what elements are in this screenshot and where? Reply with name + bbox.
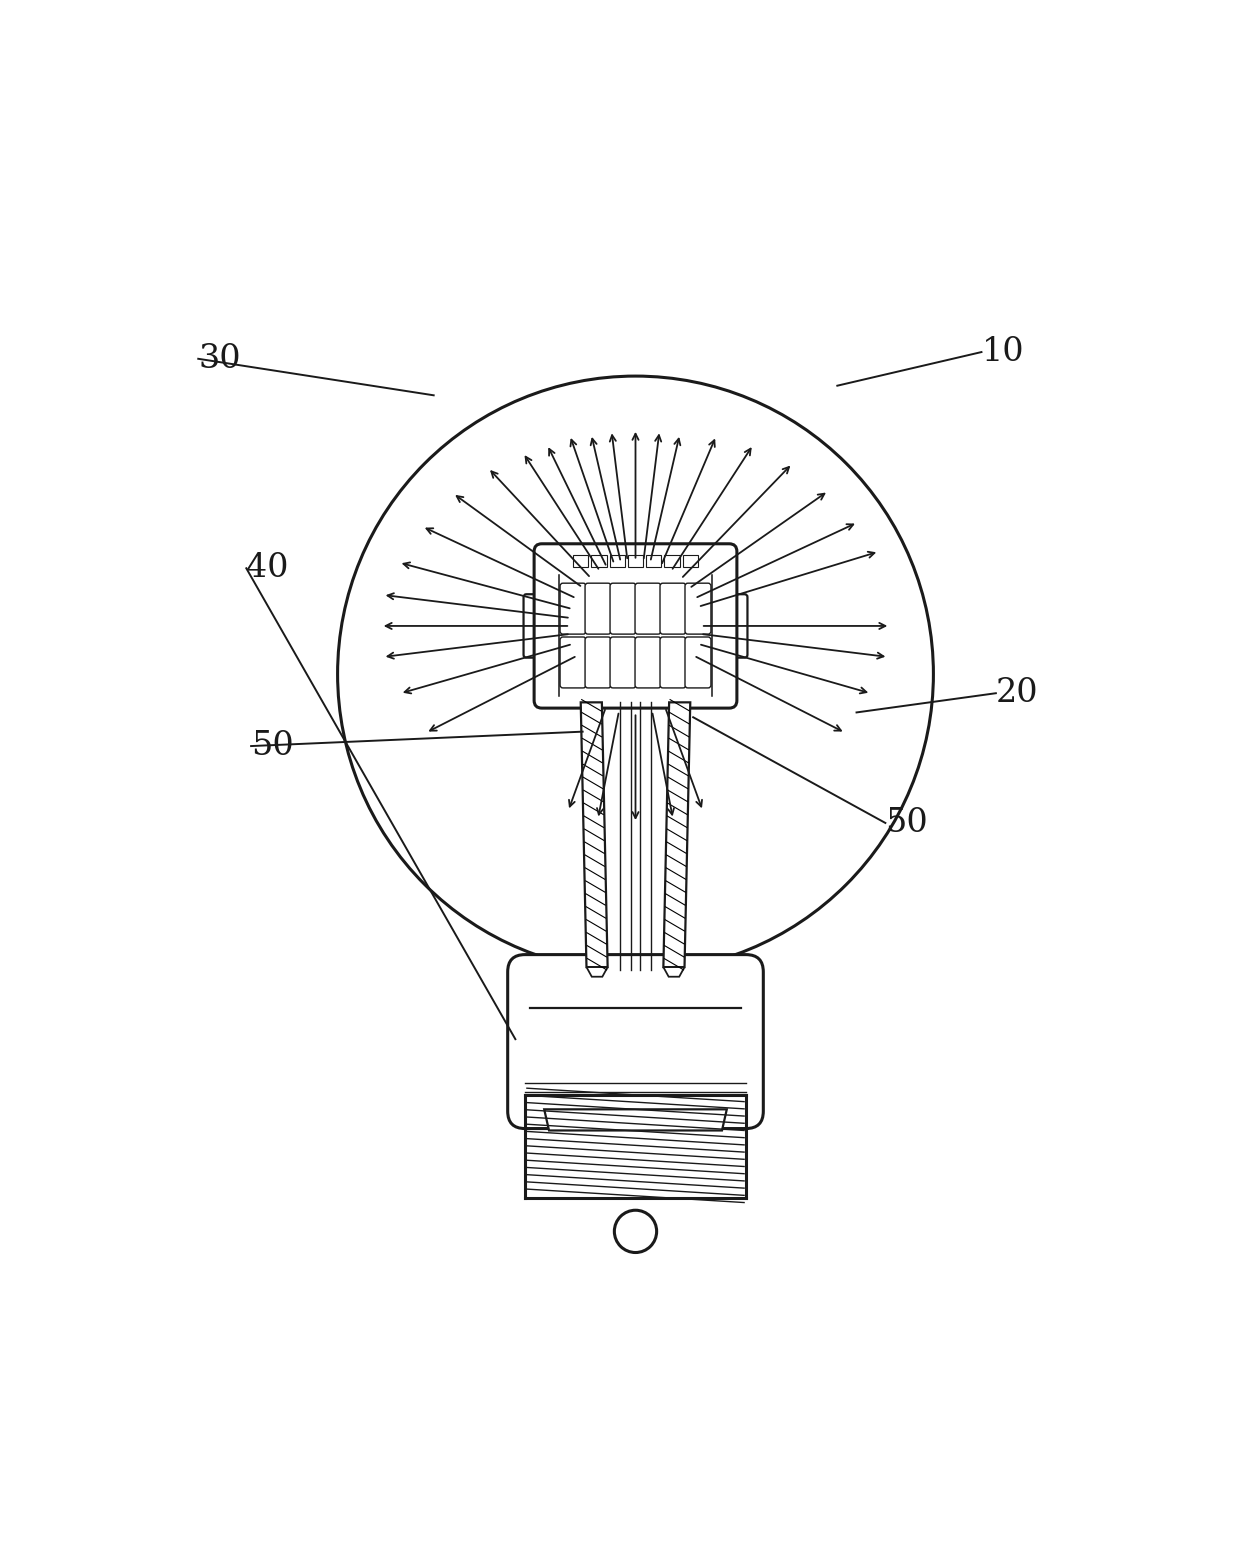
FancyBboxPatch shape — [660, 638, 686, 688]
FancyBboxPatch shape — [560, 638, 587, 688]
Bar — [573, 555, 589, 567]
FancyBboxPatch shape — [610, 583, 636, 635]
FancyBboxPatch shape — [560, 583, 587, 635]
Text: 20: 20 — [996, 677, 1039, 710]
Bar — [610, 555, 625, 567]
FancyBboxPatch shape — [635, 583, 661, 635]
FancyBboxPatch shape — [610, 638, 636, 688]
Text: 40: 40 — [247, 552, 289, 585]
FancyBboxPatch shape — [684, 583, 711, 635]
Bar — [682, 555, 698, 567]
FancyBboxPatch shape — [507, 955, 764, 1128]
Text: 10: 10 — [982, 336, 1024, 367]
Bar — [627, 555, 644, 567]
FancyBboxPatch shape — [523, 594, 544, 658]
Bar — [591, 555, 606, 567]
FancyBboxPatch shape — [635, 638, 661, 688]
Text: 30: 30 — [198, 342, 241, 375]
FancyBboxPatch shape — [534, 544, 737, 708]
FancyBboxPatch shape — [684, 638, 711, 688]
Polygon shape — [544, 1110, 727, 1130]
Text: 50: 50 — [250, 730, 294, 763]
FancyBboxPatch shape — [585, 638, 611, 688]
Bar — [665, 555, 680, 567]
Text: 50: 50 — [885, 807, 928, 839]
Polygon shape — [587, 967, 608, 977]
FancyBboxPatch shape — [660, 583, 686, 635]
Polygon shape — [580, 702, 608, 967]
Polygon shape — [663, 702, 691, 967]
FancyBboxPatch shape — [727, 594, 748, 658]
Polygon shape — [663, 967, 684, 977]
Bar — [646, 555, 661, 567]
FancyBboxPatch shape — [585, 583, 611, 635]
